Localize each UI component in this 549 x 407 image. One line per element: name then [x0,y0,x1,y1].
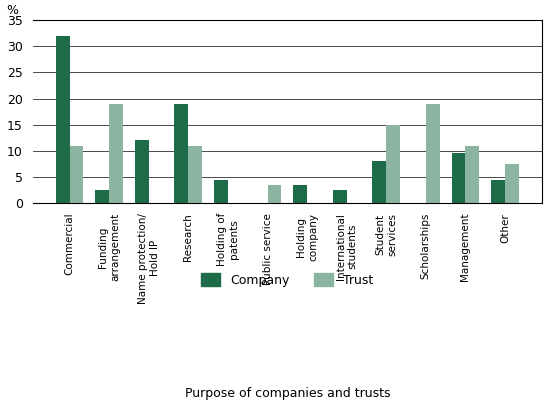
Bar [70,146,83,203]
Bar [267,185,281,203]
Bar [214,179,228,203]
Bar [386,125,400,203]
Bar [372,161,386,203]
Y-axis label: %: % [6,4,18,17]
Bar [452,153,466,203]
Bar [466,146,479,203]
Bar [293,185,307,203]
Bar [55,36,70,203]
Legend: Company, Trust: Company, Trust [196,268,378,292]
Bar [426,104,440,203]
Bar [491,179,505,203]
Bar [188,146,202,203]
Bar [96,190,109,203]
X-axis label: Purpose of companies and trusts: Purpose of companies and trusts [184,387,390,400]
Bar [109,104,123,203]
Bar [505,164,519,203]
Bar [135,140,149,203]
Bar [175,104,188,203]
Bar [333,190,346,203]
